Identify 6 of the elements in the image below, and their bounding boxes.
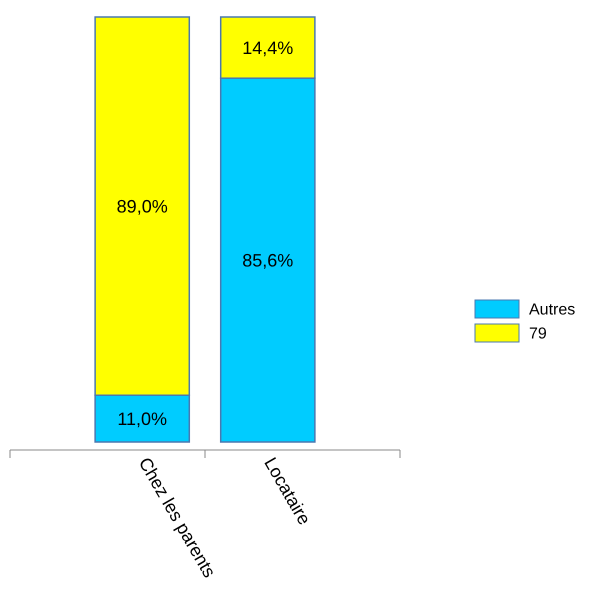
data-label: 14,4% (242, 38, 294, 58)
data-label: 89,0% (116, 196, 168, 216)
data-label: 11,0% (117, 408, 168, 429)
legend-label: Autres (529, 302, 576, 319)
legend-label: 79 (529, 326, 547, 343)
data-label: 85,6% (242, 250, 294, 270)
